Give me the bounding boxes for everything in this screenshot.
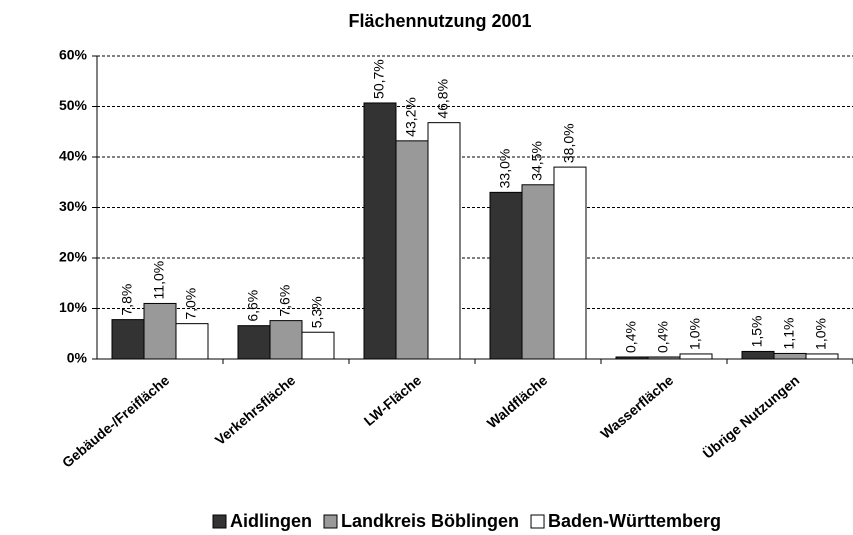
bar [111, 319, 145, 360]
legend-swatch [212, 514, 227, 529]
value-label: 7,0% [183, 288, 199, 320]
legend-label: Aidlingen [230, 511, 312, 531]
bar [679, 353, 713, 360]
value-label: 1,0% [687, 318, 703, 350]
value-label: 0,4% [623, 321, 639, 353]
x-tick-label: Verkehrsfläche [212, 372, 299, 448]
legend-label: Landkreis Böblingen [341, 511, 519, 531]
legend-label: Baden-Württemberg [548, 511, 721, 531]
y-tick-label: 30% [59, 198, 88, 214]
value-label: 1,5% [749, 316, 765, 348]
y-tick-label: 20% [59, 249, 88, 265]
y-tick-label: 60% [59, 47, 88, 63]
x-tick-label: LW-Fläche [361, 372, 425, 429]
bar [363, 102, 397, 360]
bar [395, 140, 429, 360]
bar [175, 323, 209, 360]
value-label: 33,0% [497, 149, 513, 189]
x-tick-label: Wasserfläche [597, 372, 676, 442]
value-label: 46,8% [435, 79, 451, 119]
x-tick-label: Übrige Nutzungen [700, 372, 803, 462]
value-label: 0,4% [655, 321, 671, 353]
value-label: 1,1% [781, 318, 797, 350]
bar [521, 184, 555, 360]
legend-swatch [323, 514, 338, 529]
bar [427, 122, 461, 360]
y-tick-label: 0% [67, 350, 88, 366]
chart-title: Flächennutzung 2001 [348, 11, 531, 31]
value-label: 50,7% [371, 59, 387, 99]
value-label: 34,5% [529, 141, 545, 181]
bar [143, 302, 177, 360]
x-tick-label: Gebäude-/Freifläche [59, 372, 173, 471]
value-label: 6,6% [245, 290, 261, 322]
y-tick-label: 40% [59, 148, 88, 164]
x-tick-label: Waldfläche [484, 372, 551, 432]
bar [301, 331, 335, 360]
value-label: 38,0% [561, 123, 577, 163]
y-tick-label: 10% [59, 299, 88, 315]
bar [741, 350, 775, 360]
bar [805, 353, 839, 360]
bar [489, 191, 523, 360]
bar [553, 166, 587, 360]
value-label: 5,3% [309, 296, 325, 328]
legend-swatch [530, 514, 545, 529]
value-label: 43,2% [403, 97, 419, 137]
value-label: 7,8% [119, 284, 135, 316]
bar [237, 325, 271, 360]
y-tick-label: 50% [59, 97, 88, 113]
bar [773, 352, 807, 360]
value-label: 7,6% [277, 285, 293, 317]
value-label: 11,0% [151, 261, 167, 300]
value-label: 1,0% [813, 318, 829, 350]
bar [269, 320, 303, 360]
